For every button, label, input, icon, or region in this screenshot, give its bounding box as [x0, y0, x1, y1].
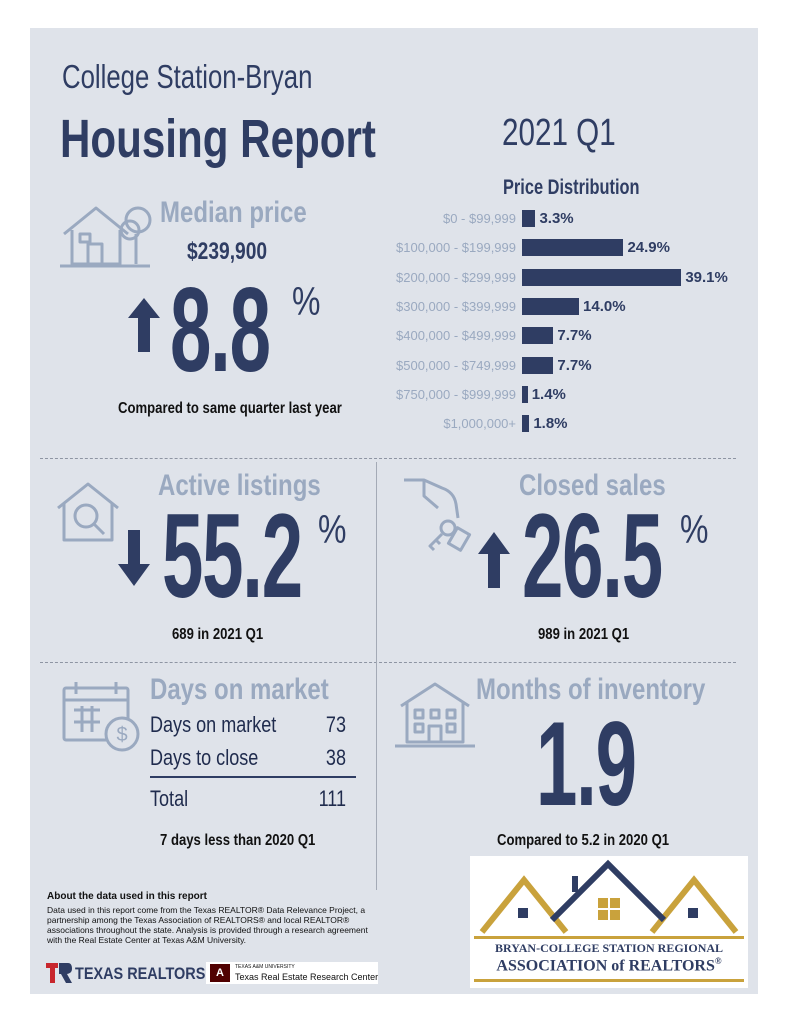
tamu-logo [206, 962, 378, 984]
arrow-down-icon [118, 530, 150, 586]
association-roofs-mark [479, 859, 739, 934]
chart-category-label: $750,000 - $999,999 [396, 386, 516, 402]
chart-bar [522, 239, 624, 257]
chart-bar [522, 297, 580, 315]
chart-bar [522, 356, 554, 374]
months-inventory-caption: Compared to 5.2 in 2020 Q1 [497, 832, 670, 849]
hand-keys-icon [404, 478, 472, 552]
chart-value-label: 7.7% [557, 356, 592, 374]
dtc-row-value: 38 [325, 745, 346, 770]
association-rule-top [474, 936, 744, 939]
association-line-1: BRYAN-COLLEGE STATION REGIONAL [494, 941, 724, 955]
chart-bar [522, 385, 528, 403]
total-row-label: Total [150, 786, 189, 811]
divider-top [40, 458, 736, 459]
chart-category-label: $300,000 - $399,999 [396, 298, 516, 314]
price-distribution-chart: $0 - $99,999 3.3% $100,000 - $199,999 24.9%… [380, 210, 740, 433]
chart-value-label: 1.4% [531, 385, 566, 403]
chart-category-label: $100,000 - $199,999 [396, 240, 516, 256]
chart-value-label: 39.1% [685, 268, 728, 286]
dom-row-label: Days on market [150, 712, 277, 737]
median-price-caption: Compared to same quarter last year [118, 400, 342, 417]
closed-sales-caption: 989 in 2021 Q1 [538, 626, 630, 643]
dom-row-value: 73 [325, 712, 346, 737]
months-inventory-heading: Months of inventory [476, 673, 706, 706]
tamu-logo-mark: A [210, 964, 230, 982]
days-on-market-caption: 7 days less than 2020 Q1 [160, 832, 316, 849]
dtc-row-label: Days to close [150, 745, 259, 770]
arrow-up-icon [478, 532, 510, 588]
divider-vertical [376, 462, 377, 890]
active-listings-unit: % [318, 508, 347, 552]
about-title: About the data used in this report [47, 891, 208, 902]
chart-category-label: $200,000 - $299,999 [396, 269, 516, 285]
total-row-value: 111 [318, 786, 346, 811]
chart-value-label: 1.8% [533, 415, 568, 433]
svg-text:$: $ [116, 724, 127, 746]
townhouse-icon [395, 682, 475, 748]
chart-value-label: 24.9% [627, 239, 670, 257]
association-registered-mark: ® [714, 956, 722, 966]
closed-sales-heading: Closed sales [519, 469, 666, 502]
median-price-value: $239,900 [187, 238, 268, 265]
house-tree-icon [60, 206, 152, 268]
median-price-change: 8.8 [170, 263, 271, 397]
total-rule [150, 776, 356, 778]
tamu-university-text: TEXAS A&M UNIVERSITY [235, 964, 295, 970]
active-listings-heading: Active listings [158, 469, 321, 502]
house-search-icon [57, 482, 119, 542]
chart-value-label: 3.3% [539, 210, 574, 227]
association-line-2: ASSOCIATION of REALTORS® [470, 956, 748, 975]
chart-bar [522, 210, 536, 227]
divider-middle [40, 662, 736, 663]
chart-category-label: $1,000,000+ [443, 416, 516, 432]
report-period: 2021 Q1 [502, 112, 616, 154]
texas-realtors-logo-text: TEXAS REALTORS [75, 964, 206, 983]
association-logo [470, 856, 748, 988]
median-price-heading: Median price [160, 196, 307, 229]
chart-bar [522, 268, 682, 286]
chart-category-label: $0 - $99,999 [442, 211, 516, 226]
months-inventory-value: 1.9 [536, 697, 637, 831]
active-listings-change: 55.2 [162, 489, 303, 623]
arrow-up-icon [128, 298, 160, 352]
active-listings-caption: 689 in 2021 Q1 [172, 626, 264, 643]
closed-sales-unit: % [680, 508, 709, 552]
tamu-center-text: Texas Real Estate Research Center [235, 972, 379, 982]
chart-value-label: 7.7% [557, 327, 592, 345]
chart-category-label: $400,000 - $499,999 [396, 328, 516, 344]
closed-sales-change: 26.5 [522, 489, 663, 623]
report-title: Housing Report [60, 109, 376, 169]
texas-realtors-logo-mark [46, 963, 72, 983]
chart-category-label: $500,000 - $749,999 [396, 357, 516, 373]
chart-bar [522, 327, 554, 345]
chart-bar [522, 415, 530, 433]
chart-value-label: 14.0% [583, 297, 626, 315]
calendar-dollar-icon: $ [62, 682, 140, 752]
association-rule-bottom [474, 979, 744, 982]
median-price-unit: % [292, 280, 321, 324]
report-subtitle: College Station-Bryan [62, 58, 313, 95]
about-body: Data used in this report come from the T… [47, 905, 368, 945]
report-card [30, 28, 758, 994]
association-name: ASSOCIATION of REALTORS [496, 957, 715, 975]
days-on-market-heading: Days on market [150, 673, 329, 706]
chart-title: Price Distribution [503, 176, 640, 199]
